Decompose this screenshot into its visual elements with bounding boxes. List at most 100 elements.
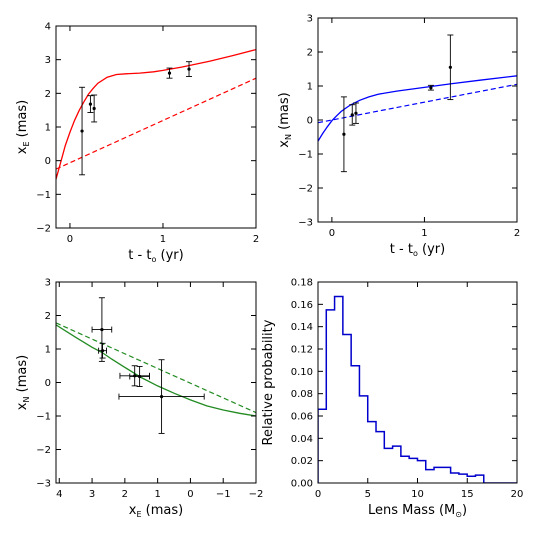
x-axis-label: Lens Mass (M⊙) [368, 503, 467, 519]
data-point-marker [167, 71, 172, 75]
y-tick-label: 0.18 [291, 278, 313, 289]
data-point-marker [429, 86, 433, 90]
x-tick-label: 2 [122, 489, 128, 500]
histogram-step-line [318, 295, 517, 483]
plot-area [318, 34, 517, 173]
y-axis-label-subscript: N [22, 396, 31, 402]
x-tick-label: 0 [187, 489, 193, 500]
y-tick-label: 0 [307, 116, 313, 127]
x-axis-label: t - to (yr) [128, 248, 183, 264]
y-axis-label: xN (mas) [277, 92, 293, 147]
data-point-marker [92, 106, 96, 111]
data-point-marker [354, 111, 358, 115]
axes-frame [317, 17, 518, 223]
x-axis-label-subscript: o [151, 255, 156, 264]
y-tick-label: 0.08 [291, 389, 313, 400]
plot-area [56, 48, 256, 180]
data-point-marker [350, 113, 354, 117]
y-axis-label: xN (mas) [15, 355, 31, 410]
y-tick-label: −3 [36, 479, 51, 490]
data-point-4 [447, 34, 454, 101]
y-tick-label: 4 [45, 22, 51, 33]
data-point-marker [342, 132, 346, 136]
x-tick-label: 1 [421, 228, 427, 239]
x-axis-label-main: Lens Mass (M [368, 503, 455, 518]
x-axis-label: xE (mas) [129, 503, 183, 519]
data-point-marker [88, 102, 93, 106]
x-axis-label-unit: ) [462, 503, 467, 518]
data-point-marker [138, 374, 142, 379]
x-tick-label: 5 [365, 489, 371, 500]
data-point-1 [349, 104, 356, 126]
x-axis-label-unit: (yr) [418, 242, 445, 257]
panel-top-left-xE-vs-time: 0 1 2 −2 −1 0 1 2 3 4 t - to (yr) xE (mas) [15, 22, 259, 265]
linear-motion-dashed-line [56, 77, 256, 170]
y-tick-label: 2 [45, 311, 51, 322]
y-tick-label: −2 [36, 224, 51, 235]
x-tick-label: 1 [154, 489, 160, 500]
axes-frame [55, 25, 257, 229]
parallax-fit-line [56, 48, 256, 180]
parallax-fit-line [56, 324, 256, 417]
data-point-marker [100, 349, 105, 353]
x-tick-label: −2 [249, 489, 264, 500]
data-point-marker [448, 65, 452, 69]
plot-area [318, 295, 517, 483]
y-tick-label: 0.00 [291, 479, 313, 490]
data-point-1 [98, 342, 107, 359]
linear-motion-dashed-line [318, 83, 517, 124]
x-axis-label-main: x [129, 503, 137, 518]
axes-frame [55, 281, 257, 484]
y-tick-label: 0.14 [291, 322, 313, 333]
x-tick-label: 4 [56, 489, 62, 500]
y-tick-label: −1 [36, 190, 51, 201]
x-tick-label: 15 [461, 489, 474, 500]
y-tick-label: −2 [298, 184, 313, 195]
x-axis-label-unit: (yr) [156, 248, 183, 263]
x-axis-label-main: t - t [390, 242, 413, 257]
x-tick-label: −1 [216, 489, 231, 500]
y-tick-label: −3 [298, 218, 313, 229]
x-tick-label: 2 [253, 234, 259, 245]
y-axis-label-main: x [277, 140, 292, 148]
y-tick-label: 2 [307, 48, 313, 59]
y-axis-label-main: x [15, 146, 30, 154]
x-tick-label: 1 [160, 234, 166, 245]
y-tick-label: 2 [45, 89, 51, 100]
data-point-4 [186, 61, 193, 77]
y-tick-label: 0.04 [291, 434, 313, 445]
data-point-1 [87, 95, 94, 113]
panel-top-right-xN-vs-time: 0 1 2 −3 −2 −1 0 1 2 3 t - to (yr) xN (mas) [277, 14, 520, 259]
plot-area [56, 297, 256, 434]
y-tick-label: −1 [298, 150, 313, 161]
y-tick-label: −1 [36, 412, 51, 423]
x-axis-label-subscript: o [413, 249, 418, 258]
x-axis-label: t - to (yr) [390, 242, 445, 258]
y-tick-label: 3 [45, 278, 51, 289]
data-point-2 [352, 102, 359, 124]
x-axis-label-subscript: ⊙ [455, 510, 462, 519]
y-axis-label: Relative probability [261, 319, 276, 445]
y-tick-label: 3 [307, 14, 313, 25]
x-tick-label: 2 [514, 228, 520, 239]
data-point-0 [340, 96, 347, 173]
y-tick-label: 0.16 [291, 300, 313, 311]
data-point-marker [100, 327, 104, 332]
axes-frame [317, 281, 518, 484]
data-point-0 [79, 86, 86, 176]
x-tick-label: 0 [67, 234, 73, 245]
panel-bottom-right-lens-mass-histogram: 0 5 10 15 20 0.00 0.02 0.04 0.06 0.08 0.10 0.12 0.14… [261, 278, 523, 520]
y-tick-label: 0 [45, 156, 51, 167]
y-tick-label: 1 [307, 82, 313, 93]
y-axis-label: xE (mas) [15, 100, 31, 154]
data-point-4 [118, 359, 205, 434]
data-point-marker [80, 129, 84, 133]
y-axis-label-main: x [15, 402, 30, 410]
data-point-3 [166, 67, 173, 79]
y-axis-label-subscript: E [22, 141, 31, 146]
y-tick-label: 1 [45, 345, 51, 356]
y-tick-label: 0.10 [291, 367, 313, 378]
y-tick-label: 0.06 [291, 412, 313, 423]
x-tick-label: 10 [411, 489, 424, 500]
